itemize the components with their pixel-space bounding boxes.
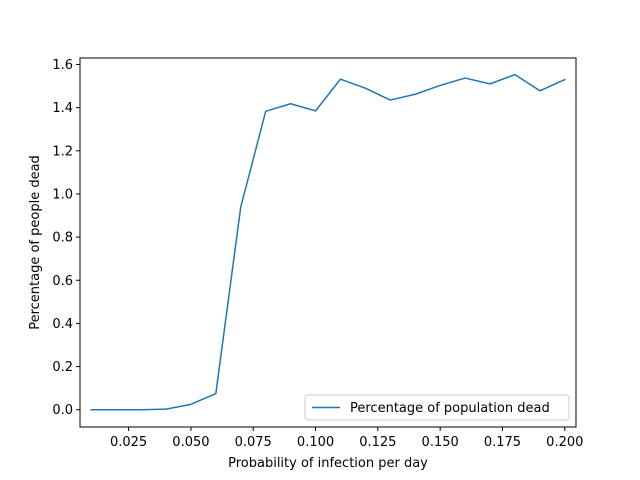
y-tick-label: 1.0 <box>52 187 73 202</box>
y-tick-label: 0.0 <box>52 403 73 418</box>
y-tick-label: 0.4 <box>52 317 73 332</box>
x-tick-label: 0.150 <box>422 435 459 450</box>
y-axis-ticks: 0.0 0.2 0.4 0.6 0.8 1.0 1.2 1.4 1.6 <box>52 58 80 418</box>
y-axis-label: Percentage of people dead <box>28 155 43 330</box>
plot-lines <box>90 73 566 411</box>
x-tick-label: 0.025 <box>110 435 147 450</box>
x-tick-label: 0.125 <box>359 435 396 450</box>
y-tick-label: 0.8 <box>52 231 73 246</box>
plot-frame <box>79 57 577 428</box>
x-axis-label: Probability of infection per day <box>228 456 428 471</box>
y-tick-label: 1.4 <box>52 101 73 116</box>
x-tick-label: 0.075 <box>235 435 272 450</box>
legend-label: Percentage of population dead <box>350 401 550 416</box>
y-tick-label: 0.6 <box>52 274 73 289</box>
x-tick-label: 0.100 <box>297 435 334 450</box>
y-tick-label: 0.2 <box>52 360 73 375</box>
x-tick-label: 0.200 <box>546 435 583 450</box>
y-tick-label: 1.2 <box>52 144 73 159</box>
series-line <box>90 73 566 411</box>
y-tick-label: 1.6 <box>52 58 73 73</box>
x-axis-ticks: 0.025 0.050 0.075 0.100 0.125 0.150 0.175 0.200 <box>110 427 583 450</box>
legend: Percentage of population dead <box>304 394 570 421</box>
legend-box <box>304 394 570 421</box>
x-tick-label: 0.175 <box>484 435 521 450</box>
x-tick-label: 0.050 <box>172 435 209 450</box>
